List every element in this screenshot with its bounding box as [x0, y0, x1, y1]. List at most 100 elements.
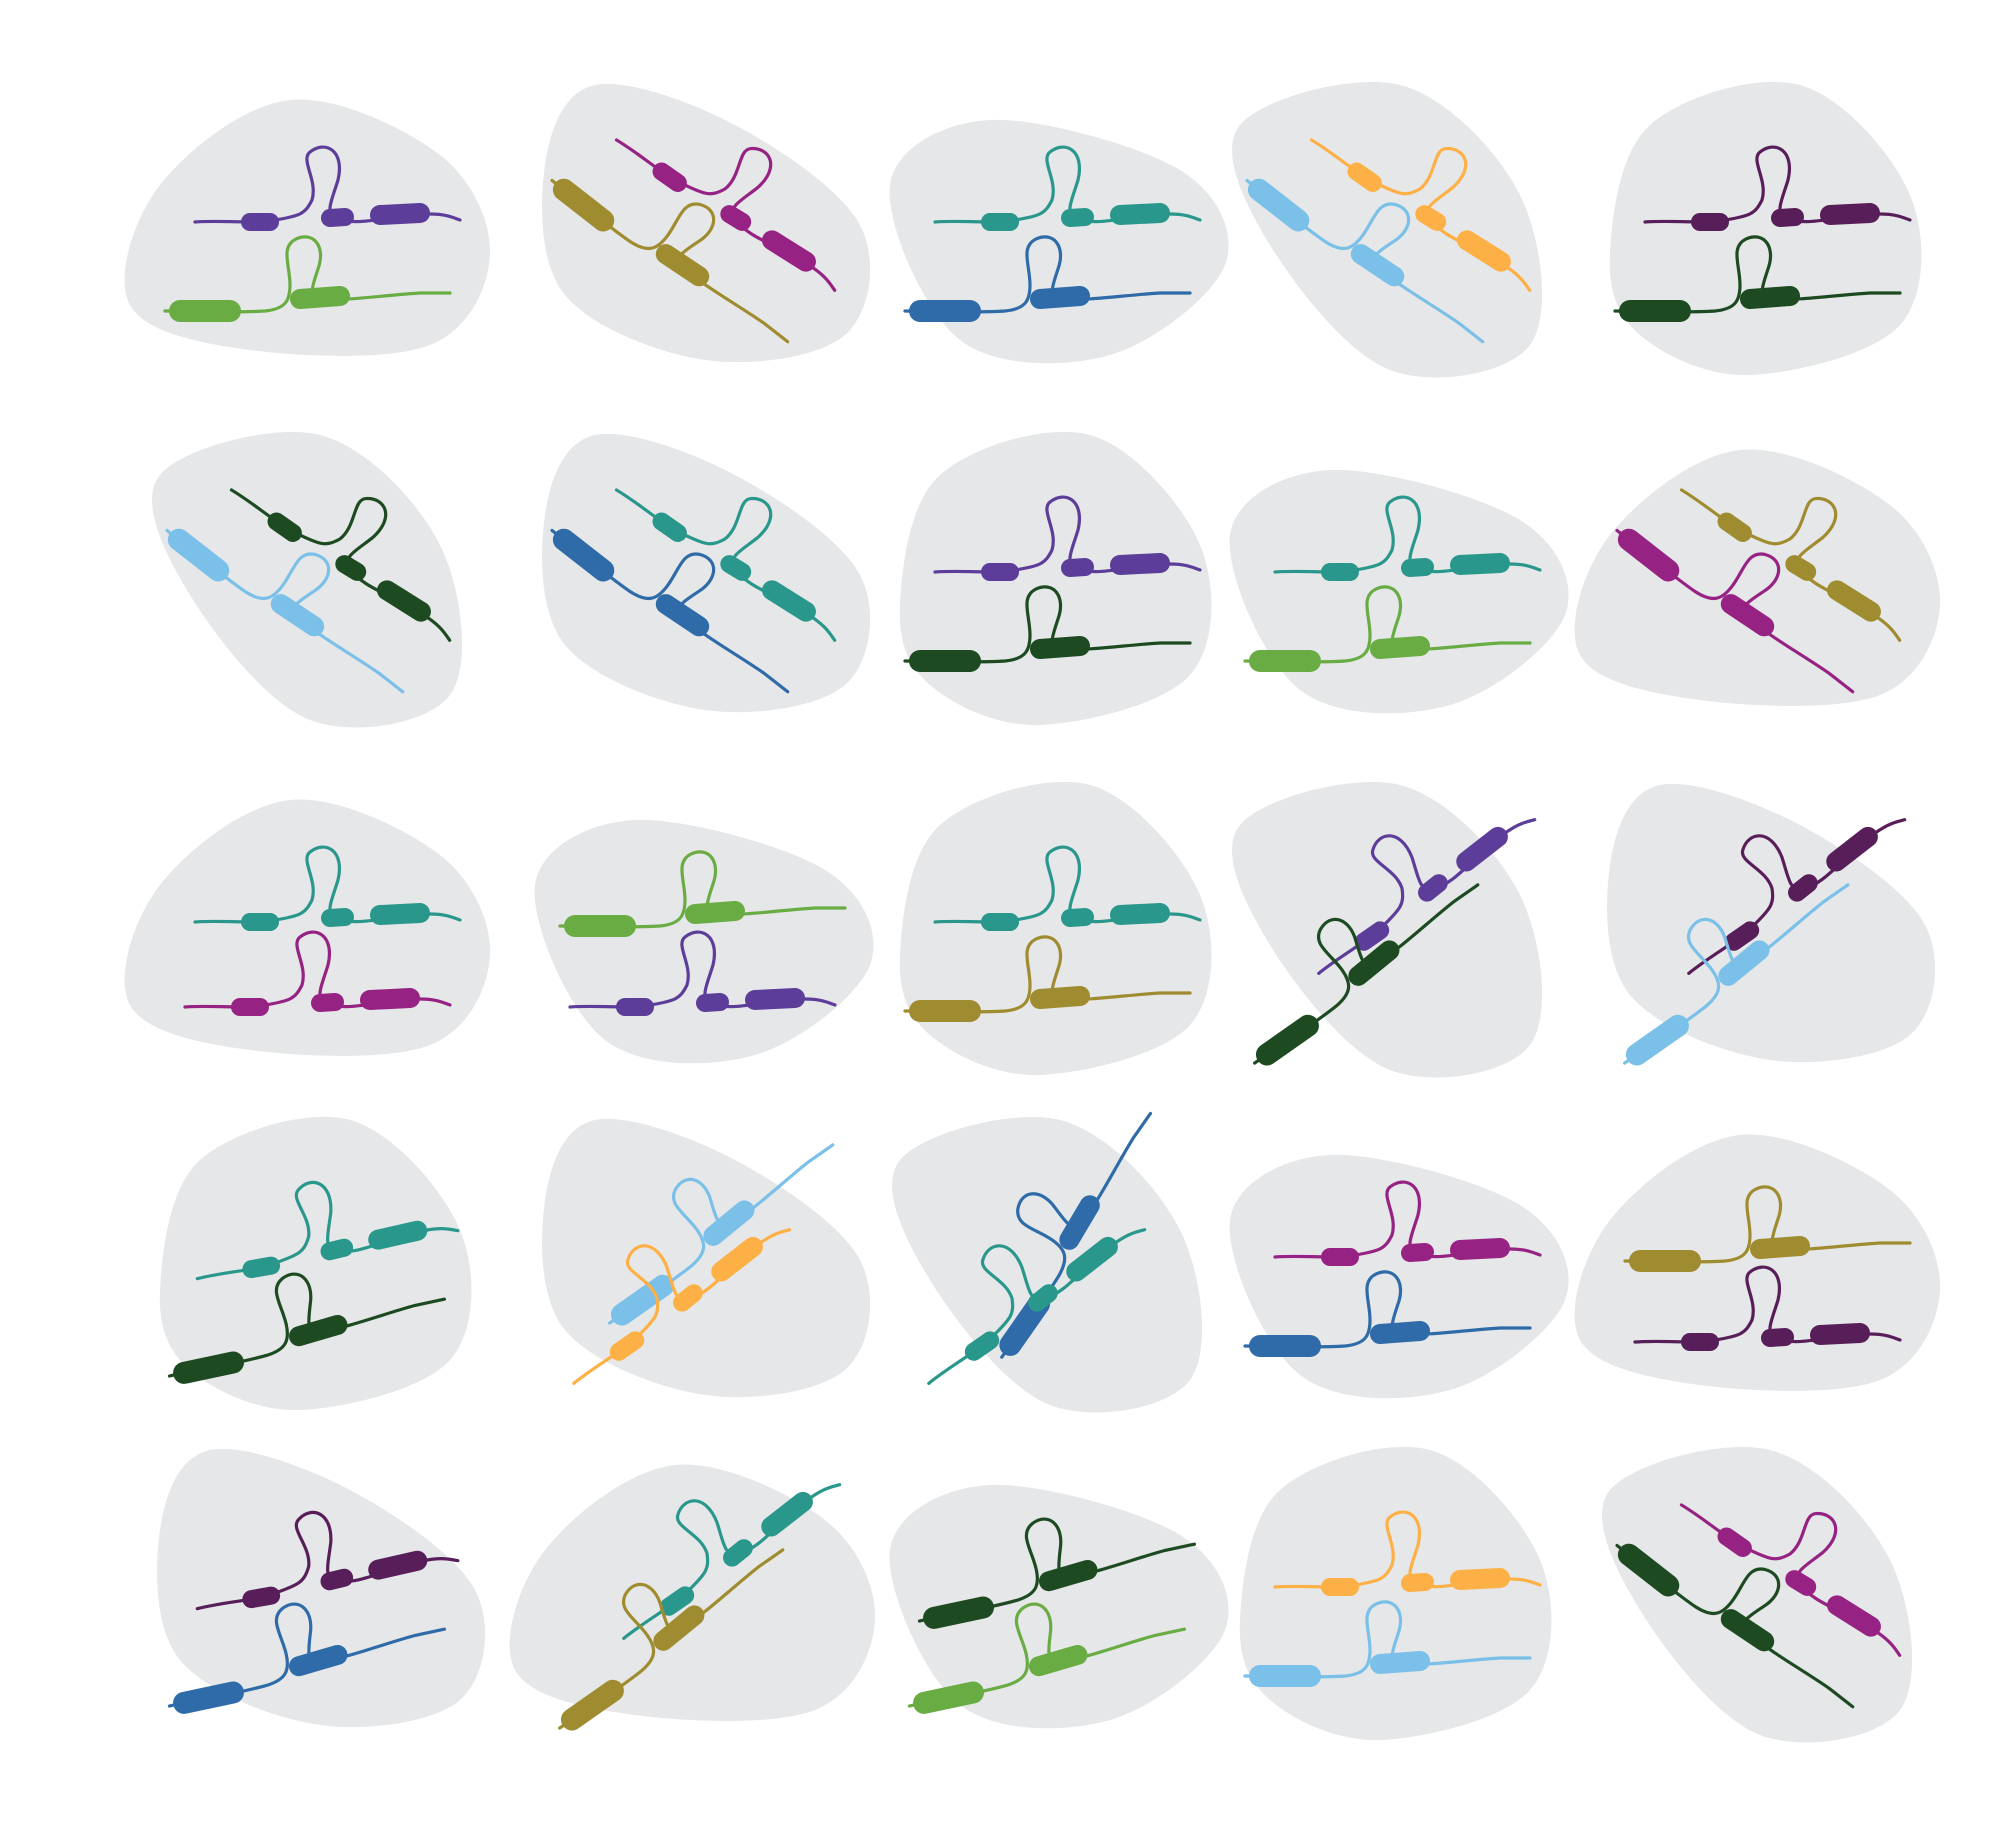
chromosome-segment — [1450, 553, 1510, 575]
chromosome-purple — [1317, 818, 1537, 975]
chromosome-segment — [964, 1331, 1000, 1361]
chromosome-green — [907, 1602, 1187, 1714]
chromosome-segment — [1347, 162, 1382, 192]
chromosome-strand — [1615, 528, 1855, 694]
cell — [889, 119, 1229, 364]
cell — [1574, 449, 1941, 706]
chromosome-strand — [903, 935, 1192, 1014]
chromosome-segment — [1625, 1014, 1689, 1066]
chromosome-teal — [614, 488, 837, 642]
cell — [1229, 1154, 1569, 1399]
chromosome-strand — [1623, 883, 1850, 1065]
chromosome-lightblue — [608, 1143, 835, 1326]
chromosome-segment — [290, 286, 350, 309]
chromosome-segment — [1061, 208, 1094, 227]
cell — [1232, 82, 1543, 378]
chromosome-segment — [321, 908, 354, 927]
chromosome-segment — [173, 1351, 244, 1384]
chromosome-segment — [173, 1681, 244, 1714]
chromosome-segment — [720, 205, 752, 231]
chromosome-strand — [1245, 178, 1485, 344]
chromosome-segment — [610, 1274, 674, 1326]
chromosome-darkpurple — [1633, 1265, 1902, 1351]
chromosome-segment — [1761, 1328, 1794, 1347]
chromosome-segment — [1030, 986, 1090, 1009]
chromosome-darkgreen — [1253, 883, 1480, 1066]
chromosome-segment — [696, 993, 729, 1012]
cell — [152, 432, 463, 728]
cell-body — [542, 83, 871, 363]
chromosome-lightblue — [1245, 178, 1485, 344]
cell — [1602, 1447, 1913, 1743]
chromosome-teal — [927, 1228, 1147, 1385]
chromosome-segment — [1750, 1236, 1810, 1259]
chromosome-segment — [552, 178, 615, 232]
chromosome-darkpurple — [195, 1510, 460, 1611]
chromosome-segment — [609, 1331, 645, 1361]
chromosome-segment — [1810, 1323, 1870, 1345]
chromosome-olive — [903, 935, 1192, 1022]
chromosome-segment — [655, 594, 710, 637]
chromosome-darkpurple — [1643, 145, 1912, 231]
chromosome-segment — [368, 1220, 428, 1250]
chromosome-olive — [1623, 1185, 1912, 1272]
chromosome-segment — [1028, 1644, 1088, 1677]
chromosome-orange — [1273, 1510, 1542, 1596]
chromosome-segment — [368, 1550, 428, 1580]
cell-body — [889, 1484, 1229, 1729]
chromosome-segment — [1110, 203, 1170, 225]
chromosome-darkpurple — [1687, 818, 1907, 975]
chromosome-segment — [1717, 1527, 1752, 1557]
chromosome-segment — [653, 1605, 705, 1651]
chromosome-strand — [163, 235, 452, 314]
chromosome-segment — [1028, 1284, 1058, 1312]
chromosome-strand — [1000, 1111, 1153, 1359]
chromosome-blue — [550, 528, 790, 694]
cell-body — [542, 1118, 871, 1398]
chromosome-segment — [1724, 921, 1760, 951]
chromosome-segment — [1061, 908, 1094, 927]
cell — [1607, 783, 1936, 1066]
cells-layer — [124, 81, 1941, 1743]
chromosome-segment — [1370, 1651, 1430, 1674]
chromosome-segment — [1030, 636, 1090, 659]
chromosome-segment — [761, 1491, 813, 1537]
chromosome-segment — [685, 901, 745, 924]
chromosome-segment — [1785, 1570, 1817, 1596]
chromosome-strand — [917, 1517, 1197, 1623]
chromosome-strand — [1253, 883, 1480, 1065]
chromosome-segment — [1617, 1543, 1680, 1597]
chromosome-teal — [193, 845, 462, 931]
chromosome-segment — [1457, 230, 1511, 272]
chromosome-segment — [1717, 512, 1752, 542]
chromosome-segment — [913, 1681, 984, 1714]
chromosome-purple — [933, 495, 1202, 581]
chromosome-segment — [1247, 178, 1310, 232]
cell — [899, 781, 1212, 1076]
chromosome-blue — [903, 235, 1192, 322]
chromosome-strand — [1243, 1270, 1532, 1349]
chromosome-segment — [288, 1314, 348, 1347]
cell — [1574, 1134, 1941, 1391]
chromosome-strand — [1615, 1543, 1855, 1709]
chromosome-segment — [1370, 1321, 1430, 1344]
chromosome-segment — [745, 988, 805, 1010]
chromosome-segment — [1255, 1014, 1319, 1066]
chromosome-segment — [703, 1200, 755, 1246]
chromosome-strand — [608, 1143, 835, 1325]
chromosome-olive — [558, 1548, 785, 1731]
chromosome-darkgreen — [167, 1272, 447, 1384]
cell — [124, 799, 491, 1056]
cell — [124, 99, 491, 356]
chromosome-segment — [1785, 555, 1817, 581]
chromosome-magenta — [614, 138, 837, 292]
chromosome-teal — [1273, 495, 1542, 581]
chromosome-magenta — [183, 930, 452, 1016]
cell-body — [159, 1116, 472, 1411]
chromosome-segment — [720, 555, 752, 581]
chromosome-segment — [1718, 940, 1770, 986]
chromosome-darkgreen — [1615, 1543, 1855, 1709]
chromosome-segment — [1820, 203, 1880, 225]
cell — [542, 1118, 871, 1398]
cell — [157, 1448, 486, 1728]
